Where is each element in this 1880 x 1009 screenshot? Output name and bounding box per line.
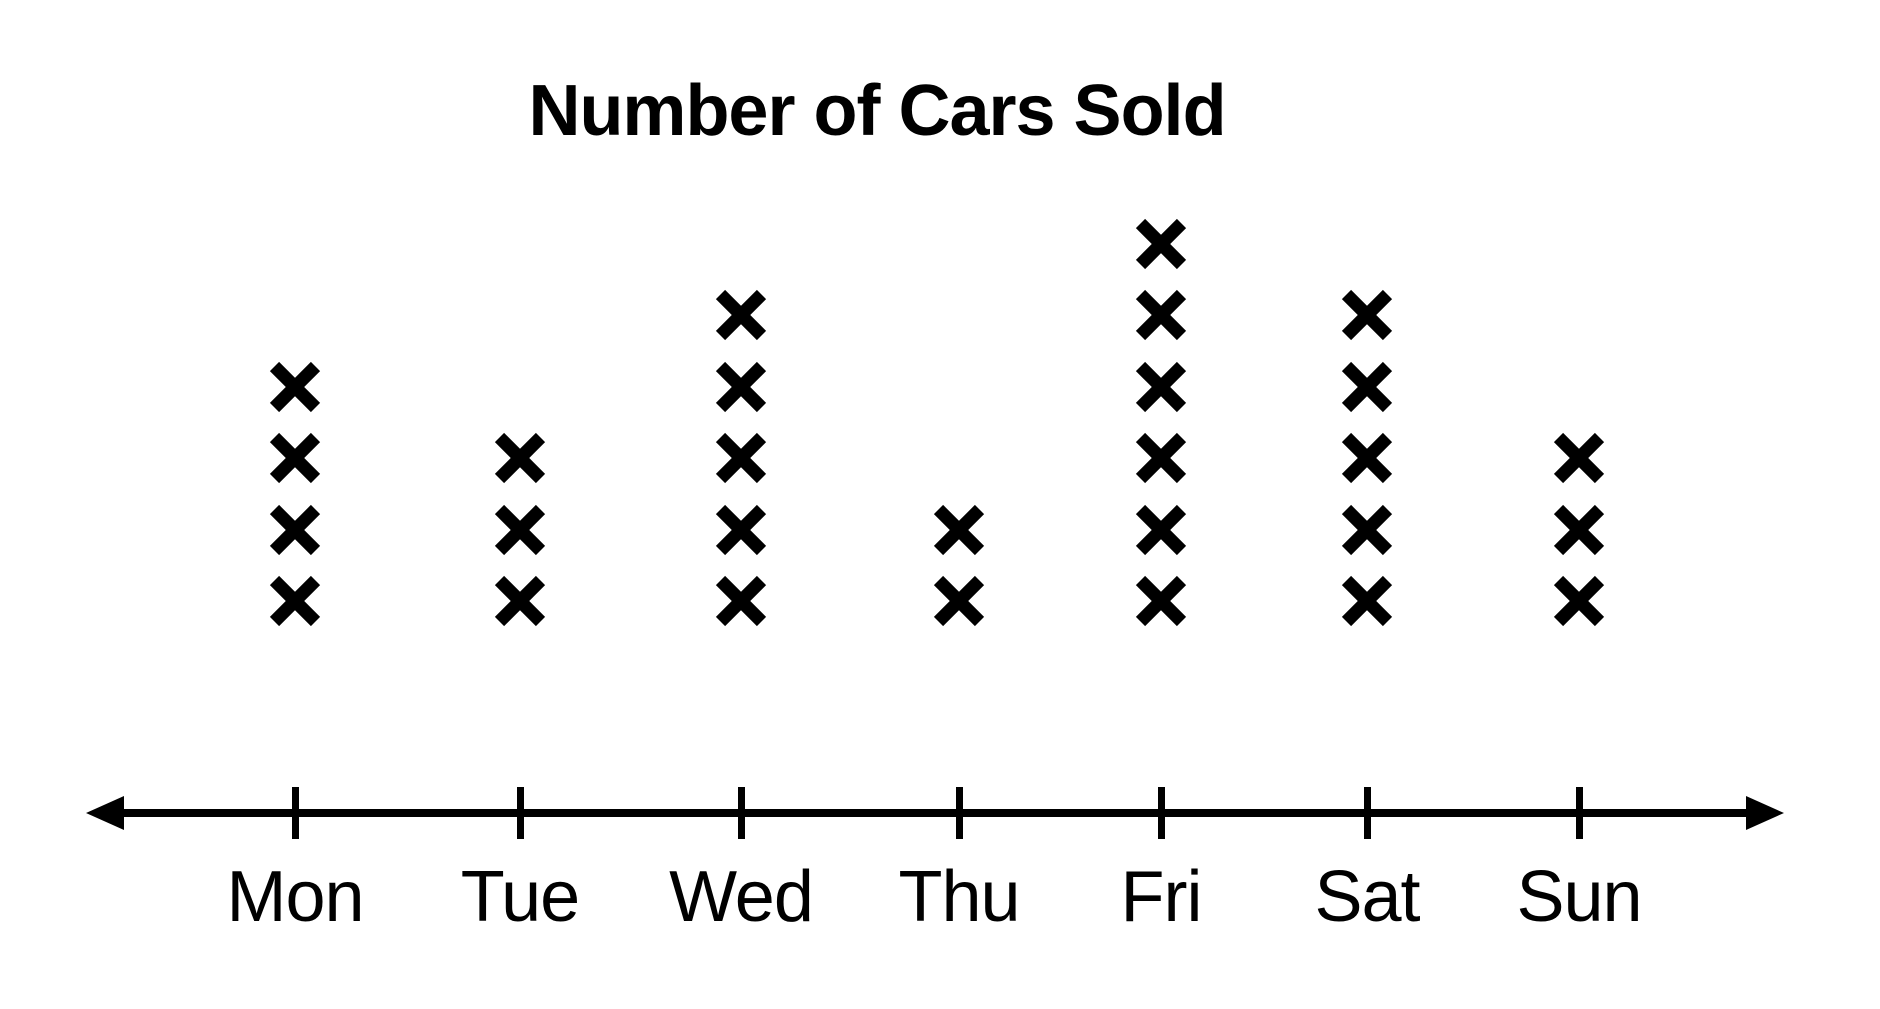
x-mark-fri-6 [1136,219,1186,269]
x-mark-sun-2 [1554,505,1604,555]
axis-label-fri: Fri [1120,857,1203,937]
axis-label-thu: Thu [898,857,1020,937]
axis-arrow-right-icon [1746,796,1784,830]
axis-label-sat: Sat [1314,857,1420,937]
axis-arrow-left-icon [86,796,124,830]
x-mark-thu-1 [934,576,984,626]
x-mark-fri-5 [1136,290,1186,340]
x-mark-mon-3 [270,433,320,483]
axis-tick-fri [1157,787,1165,839]
axis-label-wed: Wed [669,857,814,937]
x-mark-tue-3 [495,433,545,483]
axis-tick-sun [1575,787,1583,839]
x-mark-wed-1 [716,576,766,626]
x-mark-sat-1 [1342,576,1392,626]
x-mark-fri-1 [1136,576,1186,626]
x-mark-mon-4 [270,362,320,412]
x-mark-mon-2 [270,505,320,555]
chart-title: Number of Cars Sold [528,71,1226,151]
x-mark-fri-3 [1136,433,1186,483]
x-mark-thu-2 [934,505,984,555]
x-mark-tue-1 [495,576,545,626]
x-mark-fri-4 [1136,362,1186,412]
axis-label-sun: Sun [1516,857,1642,937]
axis-tick-tue [516,787,524,839]
x-axis-line [100,809,1770,817]
x-mark-tue-2 [495,505,545,555]
axis-tick-mon [291,787,299,839]
x-mark-sat-3 [1342,433,1392,483]
x-mark-wed-2 [716,505,766,555]
x-mark-sat-2 [1342,505,1392,555]
x-mark-fri-2 [1136,505,1186,555]
x-mark-wed-3 [716,433,766,483]
x-mark-wed-4 [716,362,766,412]
axis-label-tue: Tue [460,857,580,937]
x-mark-wed-5 [716,290,766,340]
x-mark-sat-5 [1342,290,1392,340]
axis-label-mon: Mon [226,857,364,937]
axis-tick-sat [1363,787,1371,839]
x-mark-mon-1 [270,576,320,626]
x-mark-sun-3 [1554,433,1604,483]
axis-tick-thu [955,787,963,839]
x-mark-sun-1 [1554,576,1604,626]
x-mark-sat-4 [1342,362,1392,412]
axis-tick-wed [737,787,745,839]
